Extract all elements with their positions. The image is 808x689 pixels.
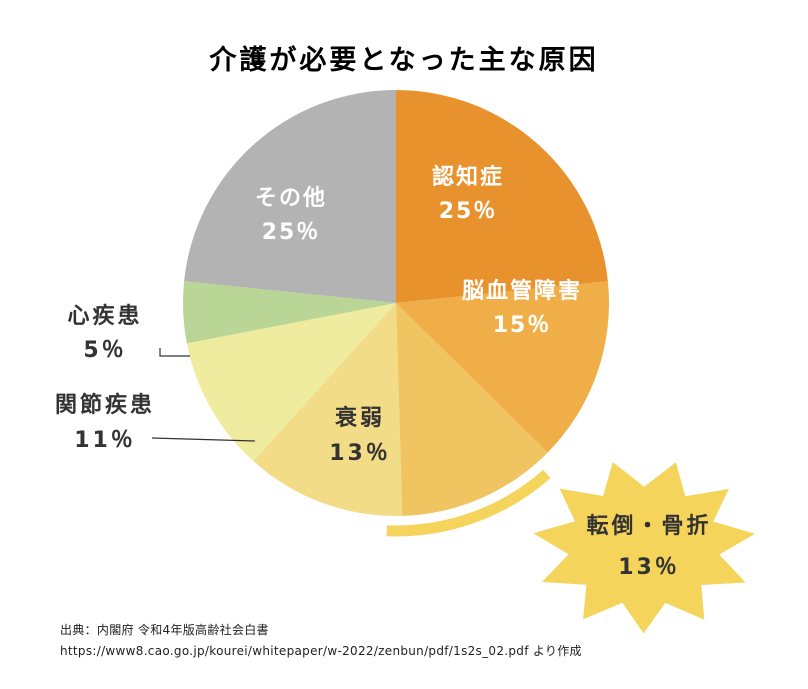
- slice-labels: 認知症 25％ 脳血管障害 15％ 転倒・骨折 13％ 衰弱 13％ 関節疾患 11％ 心疾患 5％ そ…: [55, 164, 711, 580]
- source-line-2: https://www8.cao.go.jp/kourei/whitepaper…: [60, 644, 582, 658]
- slice-label-value: 25％: [262, 220, 321, 245]
- leader-line: [151, 437, 256, 442]
- slice-label-name: 転倒・骨折: [586, 513, 711, 539]
- slice-label-value: 5％: [83, 338, 126, 363]
- slice-label-value: 11％: [74, 428, 136, 453]
- slice-label-value: 25％: [439, 199, 498, 224]
- source-line-1: 出典：内閣府 令和4年版高齢社会白書: [60, 623, 269, 637]
- slice-label-value: 13％: [618, 555, 680, 580]
- leader-lines: [151, 348, 256, 442]
- slice-label-name: 認知症: [432, 164, 504, 190]
- pie-slices: [182, 90, 610, 517]
- slice-4: [186, 303, 396, 462]
- chart-title: 介護が必要となった主な原因: [208, 44, 598, 76]
- slice-0: [396, 90, 608, 303]
- slice-label-value: 15％: [493, 313, 552, 338]
- slice-6: [184, 90, 396, 303]
- slice-2: [396, 303, 548, 516]
- leader-line: [159, 348, 190, 357]
- slice-label-name: その他: [255, 186, 327, 211]
- highlight-arc: [386, 469, 551, 537]
- slice-label-name: 衰弱: [334, 405, 385, 431]
- slice-label-name: 心疾患: [67, 303, 142, 329]
- slice-label-name: 脳血管障害: [462, 278, 582, 304]
- starburst-badge: [533, 462, 755, 634]
- slice-label-value: 13％: [329, 441, 391, 466]
- slice-5: [182, 281, 396, 344]
- slice-label-name: 関節疾患: [55, 392, 155, 418]
- slice-1: [396, 281, 610, 453]
- slice-3: [253, 303, 403, 517]
